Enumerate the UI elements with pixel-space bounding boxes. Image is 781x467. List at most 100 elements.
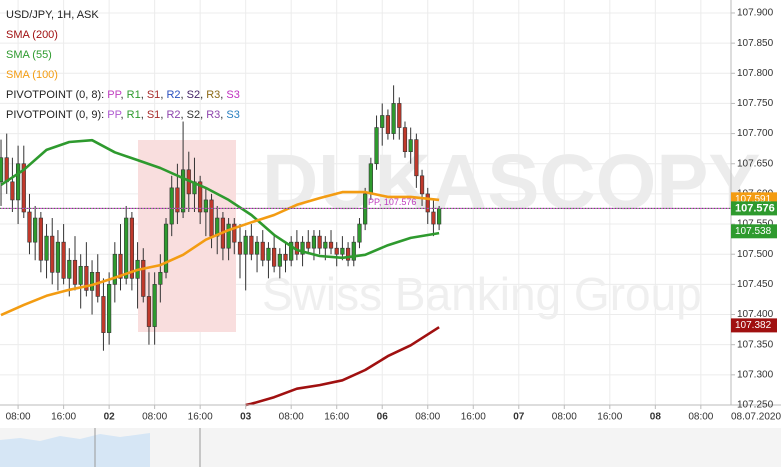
candle-body [311, 235, 317, 249]
y-tick-label: 107.550 [737, 219, 774, 230]
price-box-label: 107.591 [735, 194, 772, 205]
candle-body [4, 157, 9, 183]
pivot-legend-part: R3 [206, 89, 220, 101]
candle-body [78, 265, 83, 285]
pivot-legend-part: S1 [147, 109, 160, 121]
candle-body [254, 241, 260, 255]
pivot-legend-part: S2 [187, 89, 200, 101]
pivot-legend-part: S2 [187, 109, 200, 121]
candle-body [129, 217, 134, 279]
candle-body [368, 163, 373, 195]
candle-body [146, 296, 152, 327]
y-tick-label: 107.900 [737, 8, 774, 19]
price-box-label: 107.576 [735, 202, 775, 214]
y-tick-label: 107.700 [737, 128, 774, 139]
pivot-legend-part: , [160, 89, 166, 101]
legend-entry: SMA (55) [6, 49, 52, 61]
pivot-legend-part: PP [107, 89, 121, 101]
candle-body [84, 265, 89, 291]
price-box-label: 107.538 [735, 226, 772, 237]
sma-line [0, 138, 440, 260]
candle-body [141, 259, 146, 297]
navigator-area [0, 433, 150, 467]
watermark: DUKASCOPY Swiss Banking Group [138, 138, 760, 332]
candle-body [414, 139, 419, 177]
y-tick-label: 107.250 [737, 400, 774, 411]
y-tick-label: 107.800 [737, 68, 774, 79]
candle-body [283, 253, 288, 261]
candle-body [408, 139, 413, 152]
candle-body [425, 193, 430, 213]
y-tick-label: 107.400 [737, 309, 774, 320]
candle-body [351, 241, 356, 261]
x-tick-label: 08:00 [552, 412, 577, 423]
candle-body [175, 187, 180, 213]
y-tick-label: 107.500 [737, 249, 774, 260]
sma-line [245, 326, 440, 407]
candle-body [72, 259, 78, 285]
candle-body [152, 284, 157, 327]
x-tick-label: 08:00 [6, 412, 31, 423]
axis-date: 08.07.2020 [731, 412, 781, 423]
candle-body [243, 235, 248, 255]
candle-body [402, 127, 408, 152]
x-tick-label: 03 [240, 412, 252, 423]
candle-body [67, 259, 72, 279]
y-tick-label: 107.450 [737, 279, 774, 290]
x-tick-label: 08:00 [688, 412, 713, 423]
candle-body [101, 296, 106, 333]
x-tick-label: 16:00 [461, 412, 486, 423]
candle-body [317, 235, 322, 249]
x-tick-label: 08:00 [415, 412, 440, 423]
chart-title: USD/JPY, 1H, ASK [6, 9, 99, 21]
candle-body [328, 241, 334, 249]
pivot-legend-part: S3 [226, 89, 239, 101]
pivot-legend-part: , [160, 109, 166, 121]
candle-body [209, 199, 214, 237]
x-tick-label: 02 [104, 412, 116, 423]
x-tick-label: 08:00 [279, 412, 304, 423]
candle-body [158, 272, 163, 285]
candle-body [391, 103, 396, 134]
price-box [731, 318, 777, 333]
pivot-legend: PIVOTPOINT (0, 9): PP, R1, S1, R2, S2, R… [6, 109, 240, 121]
candle-body [374, 127, 379, 165]
pivot-legend-part: PP [107, 109, 121, 121]
price-box-label: 107.382 [735, 320, 772, 331]
legend-entry: SMA (200) [6, 29, 58, 41]
pivot-legend-part: R2 [166, 89, 180, 101]
legend-entry: SMA (100) [6, 69, 58, 81]
candle-body [198, 181, 203, 213]
pivot-legend-part: R2 [166, 109, 180, 121]
y-tick-label: 107.750 [737, 98, 774, 109]
x-tick-label: 08 [650, 412, 662, 423]
candle-body [0, 157, 4, 183]
candle-body [306, 241, 311, 249]
candle-body [21, 163, 26, 213]
axes: 107.250 107.300 107.350 107.400 107.450 107.5… [6, 8, 781, 423]
candle-body [163, 223, 169, 273]
candle-body [357, 223, 362, 243]
pivot-legend-part: S1 [147, 89, 160, 101]
pivot-legend-part: , [181, 89, 187, 101]
candle-body [124, 217, 129, 279]
candle-body [50, 235, 55, 273]
pivot-legend-part: R3 [206, 109, 220, 121]
candle-body [260, 241, 265, 261]
candle-body [249, 235, 254, 255]
candle-body [323, 241, 328, 249]
watermark-tagline: Swiss Banking Group [262, 268, 702, 320]
price-box [731, 224, 777, 239]
pivot-legend-part: R1 [127, 89, 141, 101]
candle-body [300, 241, 305, 255]
candle-body [266, 247, 271, 261]
candle-body [289, 241, 294, 261]
sma-line [0, 190, 440, 317]
pivot-legend-part: PIVOTPOINT (0, 8): [6, 89, 107, 101]
candle-body [277, 253, 282, 267]
candle-body [61, 241, 66, 279]
candle-body [340, 247, 345, 255]
y-tick-label: 107.650 [737, 158, 774, 169]
candle-body [431, 211, 436, 225]
